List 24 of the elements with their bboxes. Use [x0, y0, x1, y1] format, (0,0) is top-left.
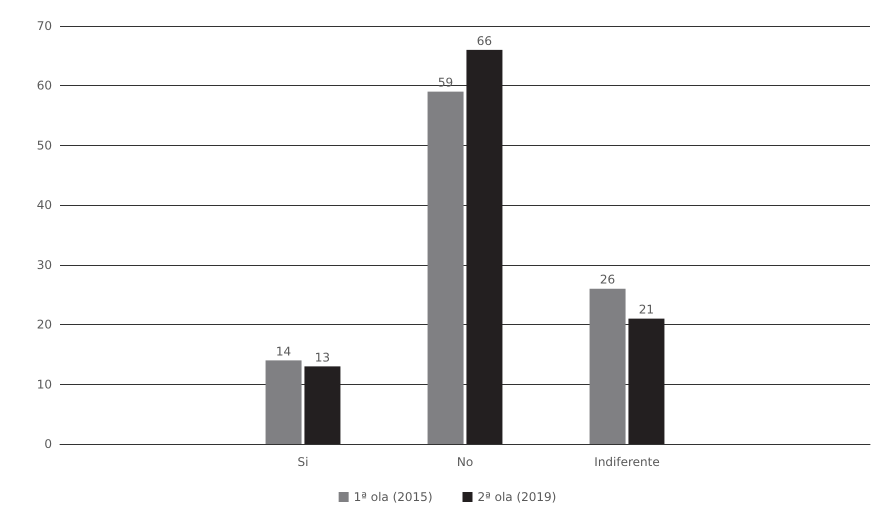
y-tick-label: 10: [36, 377, 52, 392]
data-label: 14: [276, 344, 292, 358]
bar: [428, 92, 464, 444]
data-label: 26: [600, 272, 616, 287]
y-tick-label: 0: [44, 437, 52, 451]
bar: [266, 360, 302, 444]
data-label: 13: [314, 350, 330, 364]
x-tick-label: No: [456, 455, 474, 469]
bar: [466, 50, 502, 444]
y-tick-label: 30: [36, 258, 52, 272]
legend-label: 1ª ola (2015): [354, 490, 433, 504]
x-tick-label: Si: [298, 455, 308, 469]
y-tick-label: 70: [36, 19, 52, 33]
y-tick-label: 40: [36, 198, 52, 212]
y-tick-label: 60: [36, 78, 52, 93]
x-tick-label: Indiferente: [594, 455, 660, 469]
y-tick-label: 50: [36, 138, 52, 152]
y-tick-label: 20: [36, 318, 52, 332]
bar: [590, 288, 626, 444]
data-label: 66: [476, 34, 492, 48]
bar: [304, 366, 340, 444]
data-label: 21: [638, 302, 654, 317]
bar: [628, 318, 664, 444]
legend-label: 2ª ola (2019): [478, 490, 556, 504]
